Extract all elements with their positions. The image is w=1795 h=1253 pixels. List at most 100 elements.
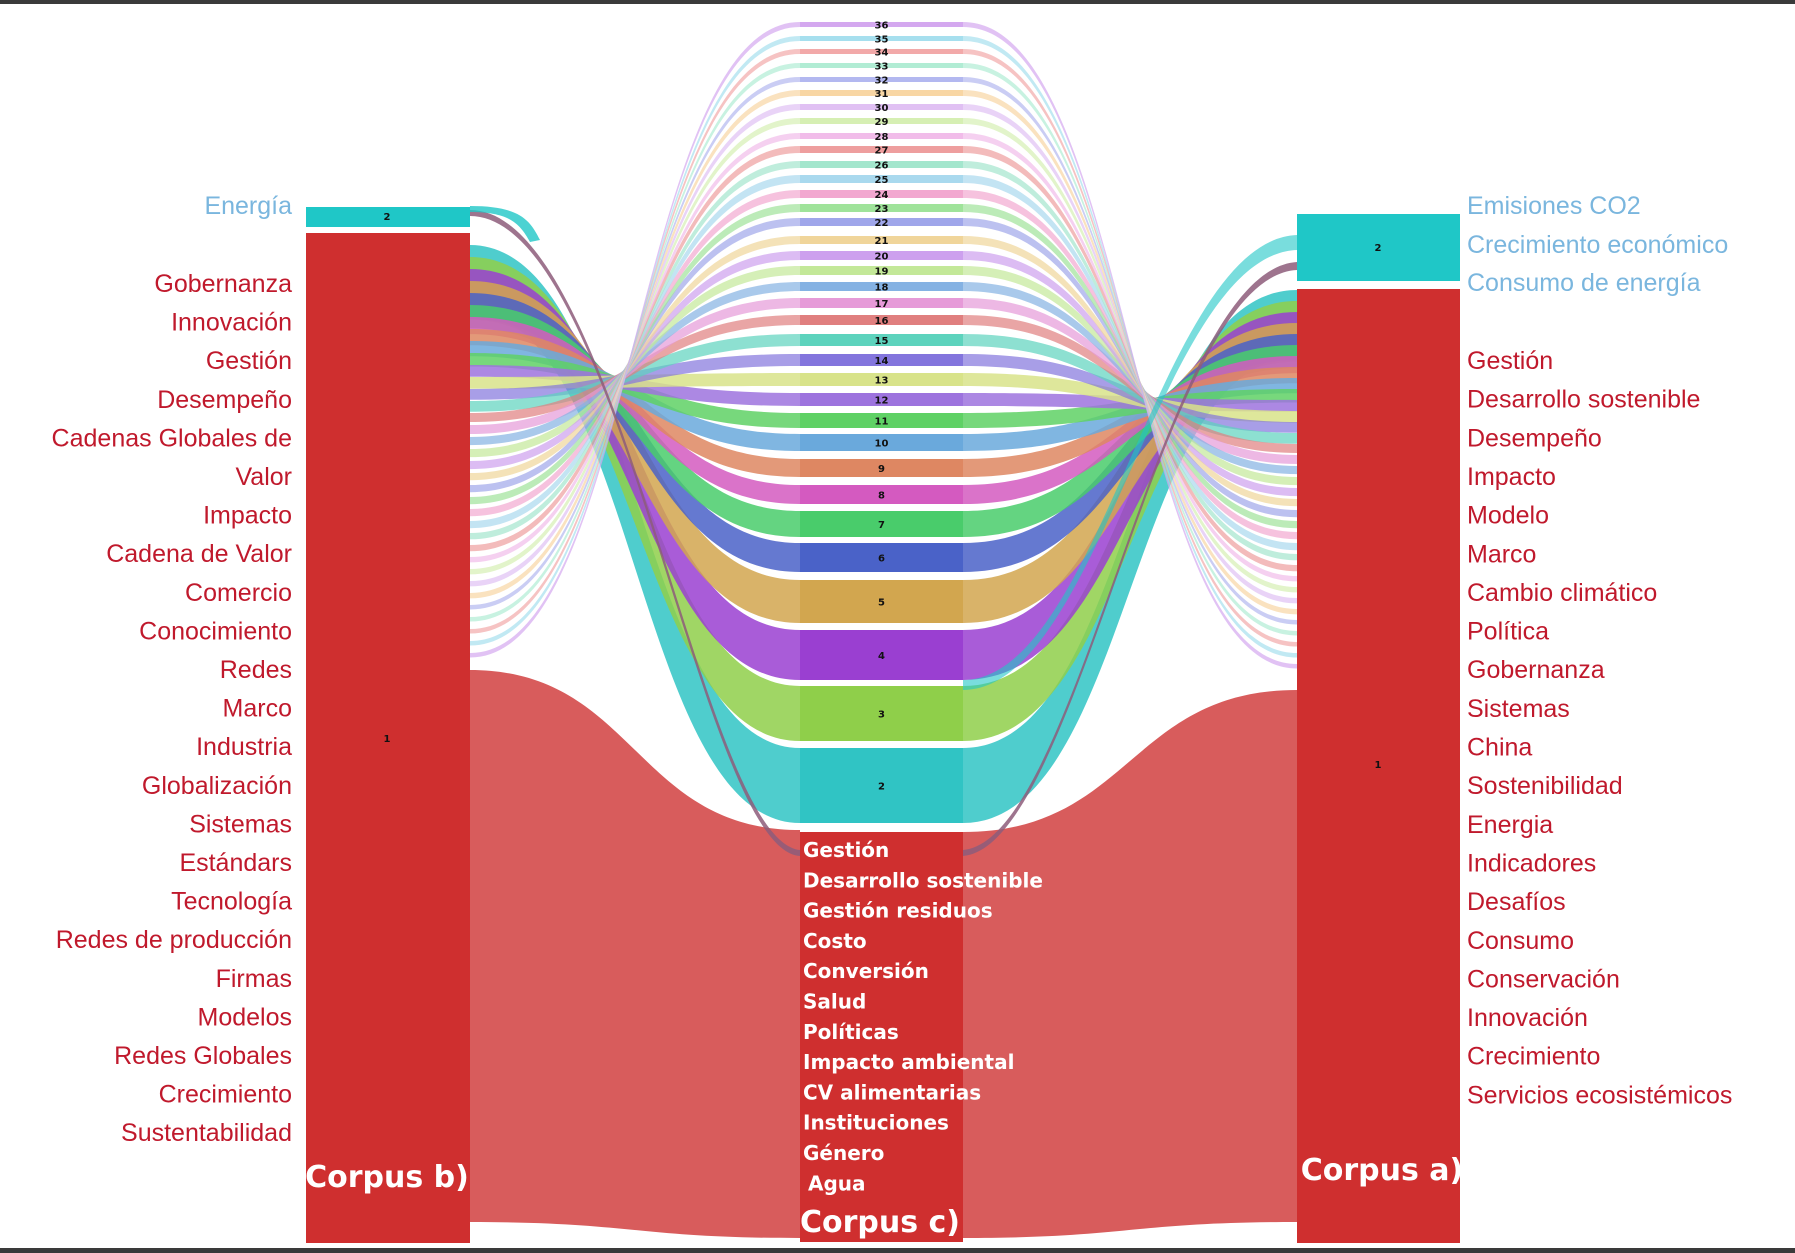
corpus-a-cluster-1-node <box>1297 289 1460 1243</box>
flow-c1-a1 <box>963 690 1297 1238</box>
corpus-c-cluster-32-node <box>800 77 963 82</box>
corpus-c-cluster-19-label: 19 <box>875 267 889 278</box>
corpus-c-cluster-20-node <box>800 251 963 260</box>
corpus-c-cluster-24-label: 24 <box>875 190 889 201</box>
flow-c5-to-a <box>963 323 1297 623</box>
corpus-c-cluster-25-node <box>800 175 963 183</box>
corpus-c-cluster-10-node <box>800 434 963 451</box>
corpus-c-cluster-27-node <box>800 146 963 153</box>
corpus-c-cluster-14-node <box>800 354 963 366</box>
corpus-c-cluster-23-node <box>800 204 963 212</box>
corpus-b-keyword: Sistemas <box>189 810 292 838</box>
corpus-c-cluster-30-label: 30 <box>875 103 889 114</box>
corpus-c-cluster-31-node <box>800 90 963 96</box>
corpus-a-cluster-1-label: 1 <box>1375 760 1382 771</box>
corpus-a-keyword: China <box>1467 734 1532 762</box>
flow-c4-to-a <box>963 312 1297 680</box>
corpus-a-keyword: Gobernanza <box>1467 656 1605 684</box>
corpus-c-cluster-34-label: 34 <box>875 48 889 59</box>
corpus-c-cluster-13-label: 13 <box>875 376 889 387</box>
corpus-c-cluster-21-node <box>800 236 963 244</box>
corpus-c-cluster-8-node <box>800 485 963 504</box>
corpus-b-keyword: Conocimiento <box>139 617 292 645</box>
corpus-c-cluster-1-node <box>800 832 963 1242</box>
corpus-b-keyword: Gobernanza <box>154 270 292 298</box>
corpus-c-cluster-13-node <box>800 373 963 386</box>
corpus-a-keyword: Energia <box>1467 811 1553 839</box>
corpus-b-keyword: Modelos <box>198 1003 293 1031</box>
corpus-c-cluster-16-label: 16 <box>875 316 889 327</box>
corpus-b-keyword: Sustentabilidad <box>121 1119 292 1147</box>
corpus-a-keyword: Desempeño <box>1467 424 1602 452</box>
corpus-c-keywords: Gestión Desarrollo sostenible Gestión resi… <box>803 838 1043 1195</box>
corpus-b-keyword: Tecnología <box>171 888 292 916</box>
corpus-b-keyword: Estándars <box>179 849 292 877</box>
corpus-c-keyword: Costo <box>803 929 867 953</box>
flow-c6-to-a <box>963 334 1297 572</box>
corpus-c-cluster-6-label: 6 <box>878 554 885 565</box>
corpus-a-title: Corpus a) <box>1301 1153 1464 1188</box>
corpus-b-keyword: Innovación <box>171 309 292 337</box>
corpus-c-cluster-16-node <box>800 315 963 325</box>
corpus-c-keyword: Impacto ambiental <box>803 1050 1014 1074</box>
corpus-b-keyword: Cadena de Valor <box>106 540 292 568</box>
corpus-c-keyword: Gestión residuos <box>803 899 993 923</box>
corpus-c-cluster-35-label: 35 <box>875 35 889 46</box>
corpus-b-keyword: Valor <box>235 463 292 491</box>
corpus-c-cluster-9-label: 9 <box>878 464 885 475</box>
corpus-b-keyword: Gestión <box>206 347 292 375</box>
corpus-a-keyword: Crecimiento <box>1467 1043 1600 1071</box>
corpus-c-cluster-32-label: 32 <box>875 76 889 87</box>
corpus-a-keyword: Marco <box>1467 540 1536 568</box>
corpus-a-keyword: Cambio climático <box>1467 579 1657 607</box>
corpus-c-cluster-28-label: 28 <box>875 132 889 143</box>
corpus-a-keyword: Impacto <box>1467 463 1556 491</box>
corpus-b-keyword: Globalización <box>142 772 292 800</box>
corpus-a-keyword-crecimiento-economico: Crecimiento económico <box>1467 231 1728 259</box>
corpus-c-keyword: CV alimentarias <box>803 1080 981 1104</box>
corpus-c-cluster-30-node <box>800 104 963 110</box>
corpus-c-cluster-31-label: 31 <box>875 89 889 100</box>
corpus-c-cluster-28-node <box>800 133 963 139</box>
corpus-c-cluster-34-node <box>800 49 963 54</box>
corpus-c-keyword: Agua <box>808 1171 866 1195</box>
corpus-b-keyword: Comercio <box>185 579 292 607</box>
corpus-b-keyword: Firmas <box>216 965 292 993</box>
corpus-c-cluster-35-node <box>800 36 963 41</box>
corpus-c-cluster-11-node <box>800 413 963 428</box>
corpus-c-cluster-5-label: 5 <box>878 598 885 609</box>
corpus-c-keyword: Salud <box>803 990 866 1014</box>
corpus-c-cluster-15-node <box>800 334 963 346</box>
corpus-c-cluster-8-label: 8 <box>878 491 885 502</box>
corpus-c-cluster-23-label: 23 <box>875 204 889 215</box>
corpus-b-keyword: Cadenas Globales de <box>52 424 292 452</box>
flow-c2-to-a <box>963 290 1297 823</box>
corpus-c-cluster-10-label: 10 <box>875 439 889 450</box>
corpus-c-cluster-11-label: 11 <box>875 417 889 428</box>
flow-b1-c1 <box>470 670 800 1238</box>
corpus-a-keyword: Desafíos <box>1467 888 1566 916</box>
corpus-a-keyword-consumo-energia: Consumo de energía <box>1467 269 1701 297</box>
corpus-b-keyword: Redes Globales <box>114 1042 292 1070</box>
corpus-a-cluster-2-node <box>1297 214 1460 281</box>
corpus-c-title: Corpus c) <box>800 1205 960 1240</box>
corpus-c-cluster-33-node <box>800 63 963 68</box>
corpus-c-cluster-3-label: 3 <box>878 710 885 721</box>
corpus-c-cluster-labels: 2345678910111213141516171819202122232425… <box>875 21 889 793</box>
corpus-c-cluster-15-label: 15 <box>875 336 889 347</box>
corpus-c-keyword: Desarrollo sostenible <box>803 868 1043 892</box>
flows-thin <box>470 22 1297 856</box>
corpus-a-keyword: Innovación <box>1467 1004 1588 1032</box>
corpus-c-keyword: Instituciones <box>803 1111 949 1135</box>
corpus-c-cluster-9-node <box>800 459 963 477</box>
top-frame-border <box>0 0 1795 4</box>
corpus-b-keyword: Industria <box>196 733 292 761</box>
corpus-b-keywords: Gobernanza Innovación Gestión Desempeño Cade… <box>52 270 293 1147</box>
corpus-c-cluster-3-node <box>800 686 963 741</box>
corpus-c-cluster-17-label: 17 <box>875 299 889 310</box>
corpus-c-cluster-19-node <box>800 266 963 275</box>
corpus-c-cluster-12-node <box>800 393 963 406</box>
corpus-c-cluster-6-node <box>800 543 963 572</box>
flow-energia-teal-b2 <box>470 206 540 242</box>
corpus-c-cluster-18-label: 18 <box>875 283 889 294</box>
